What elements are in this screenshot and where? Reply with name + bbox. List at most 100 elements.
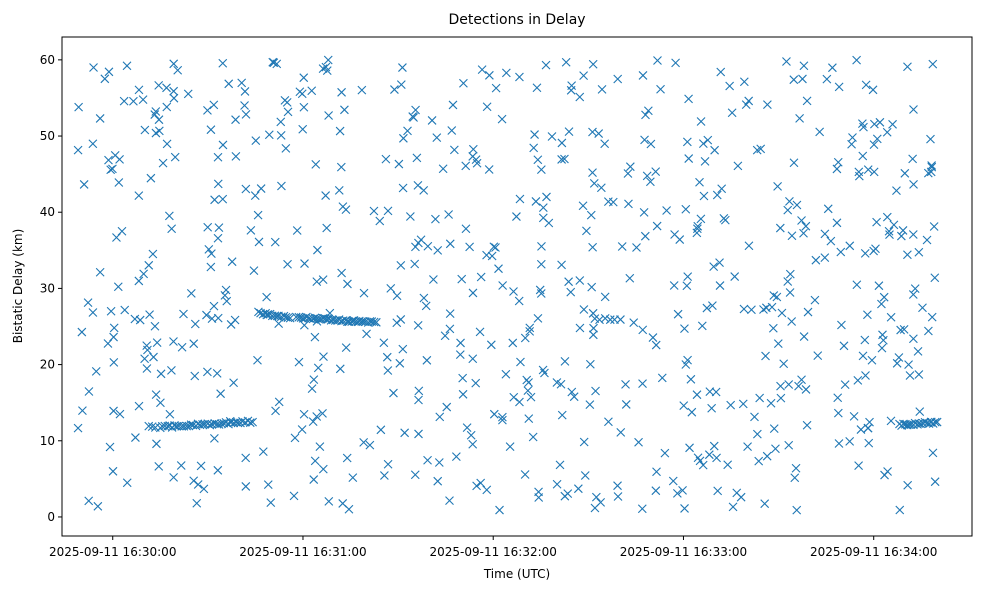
detection-marker: [512, 212, 521, 221]
detection-marker: [552, 479, 562, 489]
detection-marker: [538, 365, 548, 375]
detection-marker: [889, 220, 899, 230]
detection-marker: [672, 488, 682, 498]
detection-marker: [119, 96, 129, 106]
detection-marker: [318, 409, 327, 418]
detection-marker: [822, 74, 832, 84]
detection-marker: [707, 403, 717, 413]
detection-marker: [772, 292, 782, 302]
detection-marker: [229, 378, 238, 388]
detection-marker: [130, 314, 140, 324]
detection-marker: [324, 111, 334, 120]
detection-marker: [151, 107, 161, 116]
detection-marker: [146, 173, 156, 183]
detection-marker: [588, 308, 598, 318]
detection-marker: [678, 485, 687, 495]
detection-marker: [213, 233, 223, 243]
detection-marker: [880, 470, 889, 480]
detection-marker: [78, 406, 87, 415]
detection-marker: [325, 308, 335, 318]
detection-marker: [487, 251, 497, 261]
detection-marker: [318, 64, 328, 73]
detection-marker: [214, 223, 224, 233]
detection-marker: [289, 491, 299, 501]
detection-marker: [501, 68, 511, 78]
detection-marker: [338, 202, 348, 212]
detection-marker: [673, 309, 683, 319]
detection-marker: [77, 327, 87, 337]
detection-marker: [580, 471, 590, 480]
detection-marker: [861, 371, 870, 380]
detection-marker: [122, 478, 132, 488]
detection-marker: [245, 418, 255, 428]
detection-marker: [834, 82, 844, 92]
detection-marker: [106, 165, 116, 175]
detection-marker: [715, 258, 724, 268]
detection-marker: [348, 473, 358, 482]
detection-marker: [495, 505, 504, 515]
detection-marker: [775, 223, 785, 233]
detection-marker: [514, 296, 524, 306]
detection-marker: [241, 184, 251, 194]
detection-marker: [362, 329, 371, 339]
detection-marker: [210, 195, 219, 205]
detection-marker: [524, 378, 533, 387]
detection-marker: [142, 341, 152, 350]
detection-marker: [930, 477, 940, 487]
detection-marker: [218, 194, 228, 204]
y-tick-label: 50: [40, 129, 55, 143]
detection-marker: [342, 317, 352, 326]
detection-marker: [468, 439, 478, 449]
detection-marker: [693, 221, 703, 231]
detection-marker: [878, 335, 888, 345]
detection-marker: [258, 447, 268, 457]
detection-marker: [783, 205, 793, 215]
detection-marker: [249, 266, 259, 276]
detection-marker: [833, 157, 843, 167]
detection-marker: [854, 461, 864, 471]
detection-marker: [567, 81, 577, 90]
detection-marker: [761, 303, 771, 313]
detection-marker: [498, 415, 507, 425]
detection-marker: [867, 355, 877, 365]
y-tick-label: 40: [40, 205, 55, 219]
detection-marker: [828, 63, 837, 73]
detection-marker: [787, 231, 797, 241]
detection-marker: [152, 338, 162, 347]
detection-marker: [739, 77, 749, 87]
detection-marker: [173, 65, 183, 75]
detection-marker: [836, 247, 846, 257]
detection-marker: [321, 62, 331, 72]
detection-marker: [600, 313, 610, 323]
detection-marker: [645, 177, 655, 187]
detection-marker: [776, 381, 785, 391]
detection-marker: [277, 181, 286, 191]
detection-marker: [466, 430, 476, 440]
detection-marker: [497, 114, 507, 124]
detection-marker: [763, 100, 772, 109]
detection-marker: [600, 292, 610, 302]
detection-marker: [79, 180, 89, 189]
y-axis: 0 10 20 30 40 50 60: [40, 53, 62, 524]
detection-marker: [216, 389, 226, 399]
detection-marker: [903, 250, 912, 260]
detection-marker: [877, 343, 887, 353]
detection-marker: [254, 237, 264, 247]
detection-marker: [856, 425, 866, 434]
detection-marker: [276, 131, 286, 140]
detection-marker: [200, 419, 209, 429]
detection-marker: [509, 392, 519, 402]
detection-marker: [93, 501, 103, 511]
detection-marker: [744, 241, 754, 251]
detection-marker: [712, 190, 722, 200]
detection-marker: [699, 191, 709, 201]
detection-marker: [557, 138, 567, 148]
detection-marker: [192, 498, 202, 508]
detection-marker: [310, 456, 320, 466]
detection-marker: [799, 228, 808, 238]
detection-marker: [218, 58, 228, 68]
plot-marks: [73, 55, 942, 515]
detection-marker: [651, 167, 661, 176]
detection-marker: [115, 409, 125, 419]
detection-marker: [357, 85, 367, 95]
